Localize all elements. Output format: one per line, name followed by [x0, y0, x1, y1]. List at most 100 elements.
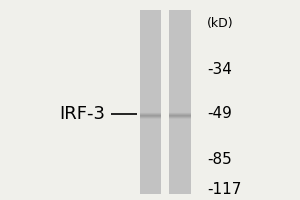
Bar [140, 70, 160, 72]
Bar [169, 43, 190, 44]
Bar [140, 112, 160, 113]
Bar [169, 48, 190, 50]
Bar [140, 185, 160, 187]
Bar [140, 168, 160, 169]
Bar [140, 57, 160, 59]
Bar [169, 123, 190, 124]
Bar [169, 161, 190, 163]
Bar [169, 114, 190, 116]
Bar [140, 15, 160, 16]
Bar [140, 175, 160, 177]
Bar [169, 64, 190, 65]
Bar [169, 28, 190, 29]
Bar [140, 129, 160, 131]
Bar [169, 115, 190, 117]
Bar [140, 139, 160, 141]
Bar [140, 108, 160, 109]
Bar [169, 18, 190, 19]
Bar [169, 133, 190, 134]
Bar [140, 20, 160, 21]
Bar [140, 17, 160, 18]
Bar [140, 126, 160, 127]
Bar [169, 181, 190, 182]
Bar [140, 181, 160, 182]
Bar [169, 16, 190, 17]
Bar [169, 26, 190, 27]
Bar [140, 25, 160, 27]
Bar [140, 144, 160, 145]
Bar [169, 170, 190, 171]
Bar [169, 174, 190, 176]
Bar [169, 137, 190, 138]
Bar [140, 189, 160, 190]
Bar [169, 88, 190, 89]
Bar [140, 14, 160, 16]
Bar [169, 13, 190, 15]
Bar [169, 67, 190, 68]
Bar [169, 51, 190, 52]
Bar [169, 159, 190, 160]
Bar [140, 30, 160, 31]
Bar [140, 91, 160, 92]
Bar [169, 154, 190, 155]
Bar [140, 160, 160, 162]
Bar [140, 54, 160, 55]
Bar [169, 74, 190, 75]
Bar [169, 144, 190, 145]
Bar [140, 186, 160, 188]
Bar [169, 37, 190, 39]
Bar [169, 114, 190, 115]
Bar [169, 137, 190, 139]
Bar [140, 192, 160, 193]
Bar [169, 156, 190, 157]
Bar [140, 73, 160, 74]
Bar [140, 116, 160, 118]
Bar [140, 86, 160, 87]
Bar [169, 12, 190, 14]
Bar [140, 155, 160, 156]
Bar [169, 87, 190, 88]
Bar [169, 49, 190, 50]
Bar [140, 68, 160, 70]
Bar [169, 53, 190, 54]
Bar [169, 192, 190, 193]
Bar [169, 139, 190, 141]
Bar [169, 112, 190, 113]
Bar [140, 124, 160, 125]
Bar [140, 103, 160, 105]
Bar [169, 21, 190, 22]
Bar [140, 13, 160, 15]
Bar [140, 93, 160, 95]
Bar [140, 127, 160, 129]
Bar [140, 12, 160, 14]
Bar [169, 34, 190, 36]
Bar [140, 131, 160, 132]
Bar [140, 152, 160, 154]
Bar [169, 183, 190, 184]
Bar [140, 109, 160, 110]
Bar [169, 96, 190, 97]
Bar [169, 177, 190, 178]
Bar [169, 108, 190, 109]
Bar [140, 140, 160, 142]
Bar [169, 117, 190, 119]
Bar [169, 99, 190, 100]
Bar [140, 10, 160, 11]
Bar [169, 36, 190, 38]
Bar [169, 171, 190, 172]
Bar [169, 155, 190, 156]
Bar [169, 160, 190, 162]
Bar [169, 113, 190, 114]
Bar [140, 148, 160, 149]
Bar [169, 22, 190, 23]
Bar [169, 102, 190, 103]
Bar [140, 95, 160, 96]
Bar [169, 124, 190, 125]
Bar [169, 182, 190, 183]
Bar [140, 11, 160, 13]
Bar [140, 157, 160, 158]
Bar [140, 120, 160, 121]
Bar [169, 40, 190, 41]
Bar [140, 91, 160, 93]
Bar [169, 20, 190, 21]
